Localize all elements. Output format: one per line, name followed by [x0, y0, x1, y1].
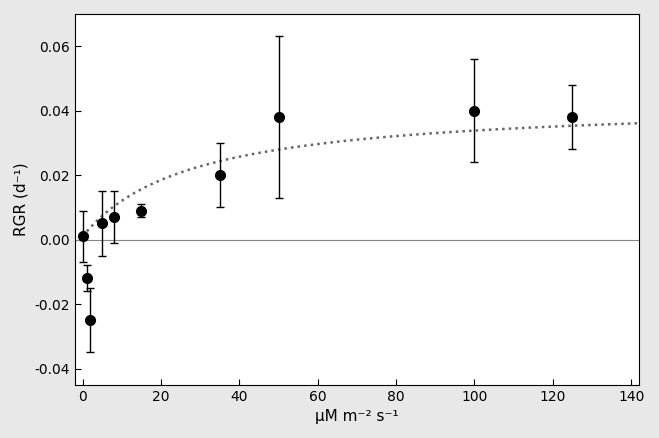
- Y-axis label: RGR (d⁻¹): RGR (d⁻¹): [14, 162, 29, 236]
- X-axis label: μM m⁻² s⁻¹: μM m⁻² s⁻¹: [315, 409, 399, 424]
